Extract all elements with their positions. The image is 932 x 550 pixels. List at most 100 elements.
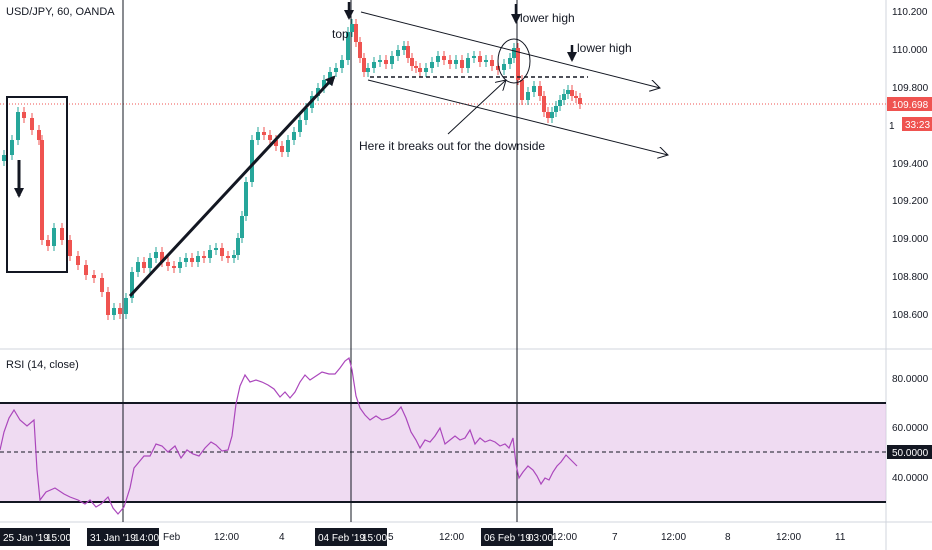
- candle-body[interactable]: [578, 98, 582, 104]
- candle-body[interactable]: [390, 56, 394, 64]
- candle-body[interactable]: [490, 60, 494, 66]
- highlight-box[interactable]: [6, 96, 68, 273]
- candle-body[interactable]: [410, 58, 414, 66]
- candle-body[interactable]: [366, 68, 370, 72]
- candle-body[interactable]: [512, 48, 516, 58]
- candle-body[interactable]: [274, 140, 278, 146]
- candle-body[interactable]: [472, 56, 476, 58]
- candle-body[interactable]: [196, 256, 200, 262]
- candle-body[interactable]: [256, 132, 260, 140]
- candle-body[interactable]: [546, 112, 550, 118]
- candle-body[interactable]: [554, 106, 558, 112]
- rsi-line[interactable]: [0, 356, 578, 515]
- label-top[interactable]: top: [332, 27, 349, 41]
- candle-body[interactable]: [346, 32, 350, 60]
- candle-body[interactable]: [178, 262, 182, 268]
- candle-body[interactable]: [350, 24, 354, 32]
- time-axis[interactable]: Feb 12:00 4 5 12:00 12:00 7 12:00 8 12:0…: [163, 532, 846, 543]
- candle-body[interactable]: [334, 68, 338, 72]
- candle-body[interactable]: [430, 62, 434, 68]
- candle-body[interactable]: [202, 256, 206, 258]
- candle-body[interactable]: [538, 86, 542, 96]
- uptrend-arrow[interactable]: [128, 75, 336, 298]
- candle-body[interactable]: [570, 90, 574, 96]
- candle-body[interactable]: [68, 240, 72, 256]
- candle-body[interactable]: [220, 248, 224, 256]
- candle-body[interactable]: [508, 58, 512, 64]
- lower-high-circle[interactable]: [497, 38, 531, 84]
- candle-body[interactable]: [37, 130, 41, 140]
- candle-body[interactable]: [406, 46, 410, 58]
- candle-body[interactable]: [10, 140, 14, 155]
- candle-body[interactable]: [562, 94, 566, 100]
- candle-body[interactable]: [574, 96, 578, 98]
- candle-body[interactable]: [244, 182, 248, 216]
- candle-body[interactable]: [424, 68, 428, 72]
- candle-body[interactable]: [100, 278, 104, 292]
- candle-body[interactable]: [566, 90, 570, 94]
- candle-body[interactable]: [558, 100, 562, 106]
- candle-body[interactable]: [358, 42, 362, 58]
- candle-body[interactable]: [76, 256, 80, 265]
- candle-body[interactable]: [136, 262, 140, 272]
- candle-body[interactable]: [60, 228, 64, 240]
- candle-body[interactable]: [298, 120, 302, 132]
- candle-body[interactable]: [340, 60, 344, 68]
- candle-body[interactable]: [236, 238, 240, 255]
- candle-body[interactable]: [448, 60, 452, 64]
- candle-body[interactable]: [466, 58, 470, 68]
- candle-body[interactable]: [30, 118, 34, 130]
- candle-body[interactable]: [484, 60, 488, 62]
- candlestick-series[interactable]: [2, 19, 582, 320]
- candle-body[interactable]: [454, 60, 458, 64]
- breakout-pointer-arrow[interactable]: [447, 80, 506, 135]
- candle-body[interactable]: [372, 62, 376, 68]
- candle-body[interactable]: [516, 48, 520, 80]
- channel-upper-line[interactable]: [360, 11, 660, 88]
- candle-body[interactable]: [502, 64, 506, 70]
- candle-body[interactable]: [550, 112, 554, 118]
- candle-body[interactable]: [184, 258, 188, 262]
- candle-body[interactable]: [250, 140, 254, 182]
- candle-body[interactable]: [112, 308, 116, 315]
- candle-body[interactable]: [378, 60, 382, 62]
- candle-body[interactable]: [396, 50, 400, 56]
- candle-body[interactable]: [166, 262, 170, 266]
- candle-body[interactable]: [292, 132, 296, 140]
- candle-body[interactable]: [52, 228, 56, 246]
- candle-body[interactable]: [414, 66, 418, 68]
- candle-body[interactable]: [232, 255, 236, 258]
- candle-body[interactable]: [40, 140, 44, 240]
- candle-body[interactable]: [496, 66, 500, 70]
- candle-body[interactable]: [442, 56, 446, 60]
- candle-body[interactable]: [160, 252, 164, 262]
- candle-body[interactable]: [436, 56, 440, 62]
- candle-body[interactable]: [240, 216, 244, 238]
- candle-body[interactable]: [214, 248, 218, 250]
- candle-body[interactable]: [148, 258, 152, 268]
- label-lower-high-1[interactable]: lower high: [520, 11, 575, 25]
- candle-body[interactable]: [172, 266, 176, 268]
- candle-body[interactable]: [304, 108, 308, 120]
- candle-body[interactable]: [354, 24, 358, 42]
- candle-body[interactable]: [92, 275, 96, 278]
- price-axis[interactable]: 110.200 110.000 109.800 109.400 109.200 …: [892, 7, 929, 321]
- candle-body[interactable]: [262, 132, 266, 135]
- candle-body[interactable]: [22, 112, 26, 118]
- candle-body[interactable]: [520, 80, 524, 100]
- candle-body[interactable]: [526, 92, 530, 100]
- candle-body[interactable]: [154, 252, 158, 258]
- candle-body[interactable]: [280, 146, 284, 152]
- candle-body[interactable]: [322, 80, 326, 88]
- candle-body[interactable]: [542, 96, 546, 112]
- candle-body[interactable]: [402, 46, 406, 50]
- candle-body[interactable]: [46, 240, 50, 246]
- candle-body[interactable]: [16, 112, 20, 140]
- label-lower-high-2[interactable]: lower high: [577, 41, 632, 55]
- candle-body[interactable]: [190, 258, 194, 262]
- candle-body[interactable]: [2, 155, 6, 161]
- candle-body[interactable]: [532, 86, 536, 92]
- candle-body[interactable]: [106, 292, 110, 315]
- candle-body[interactable]: [226, 256, 230, 258]
